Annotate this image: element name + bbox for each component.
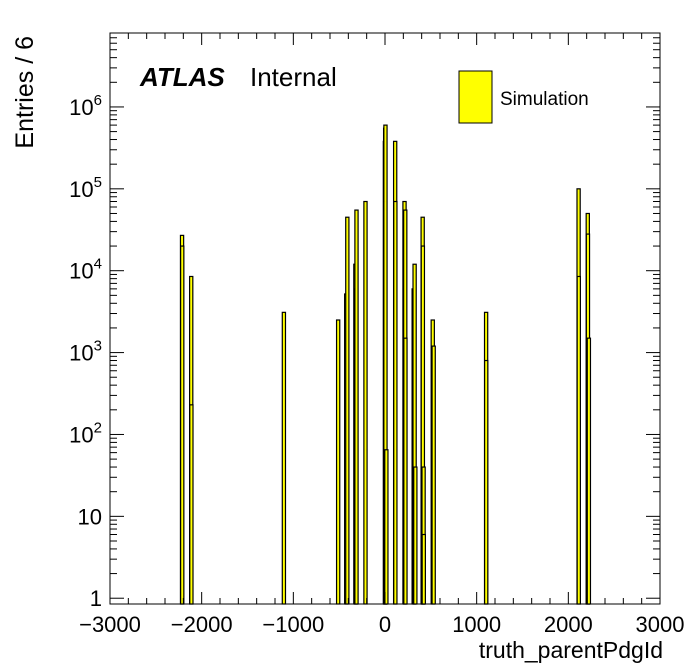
histogram-bar-36 (586, 337, 592, 605)
histogram-bar-23 (413, 466, 418, 605)
atlas-label: ATLAS (139, 62, 225, 92)
histogram-bar-29 (431, 345, 436, 605)
y-axis-ticks: 1 10 102 103 104 105 106 (69, 32, 660, 611)
y-tick-label: 10 (78, 504, 102, 529)
x-tick-label: −1000 (262, 612, 324, 637)
x-tick-label: 2000 (544, 612, 593, 637)
y-axis-title: Entries / 6 (11, 36, 39, 149)
histogram-bar-7 (345, 216, 350, 605)
x-tick-label: 0 (379, 612, 391, 637)
legend-label: Simulation (500, 89, 589, 110)
x-tick-label: −2000 (171, 612, 233, 637)
histogram-bar-33 (576, 275, 581, 605)
histogram-bar-27 (421, 533, 426, 605)
histogram-bar-20 (403, 337, 408, 605)
x-tick-label: 1000 (452, 612, 501, 637)
y-tick-label: 1 (90, 586, 102, 611)
legend-swatch (458, 70, 493, 124)
y-tick-label: 103 (69, 338, 102, 366)
histogram-bar-17 (393, 200, 398, 605)
x-tick-label: −3000 (79, 612, 141, 637)
y-tick-label: 102 (69, 419, 102, 447)
legend: Simulation (458, 70, 589, 124)
y-tick-label: 104 (69, 256, 102, 284)
histogram-bar-31 (484, 359, 489, 605)
internal-label: Internal (250, 62, 337, 92)
x-axis-title: truth_parentPdgId (479, 637, 663, 663)
histogram-bar-5 (335, 319, 341, 605)
histogram-bar-1 (180, 245, 185, 605)
histogram-bar-4 (281, 311, 287, 605)
x-tick-label: 3000 (636, 612, 685, 637)
x-axis-ticks: −3000 −2000 −1000 0 1000 2000 3000 (79, 33, 684, 637)
y-tick-label: 105 (69, 174, 102, 202)
histogram-bar-11 (363, 200, 368, 605)
histogram-bar-15 (384, 449, 389, 605)
histogram-bar-3 (189, 404, 194, 605)
histogram-bar-10 (354, 209, 359, 605)
y-tick-label: 106 (69, 92, 102, 120)
